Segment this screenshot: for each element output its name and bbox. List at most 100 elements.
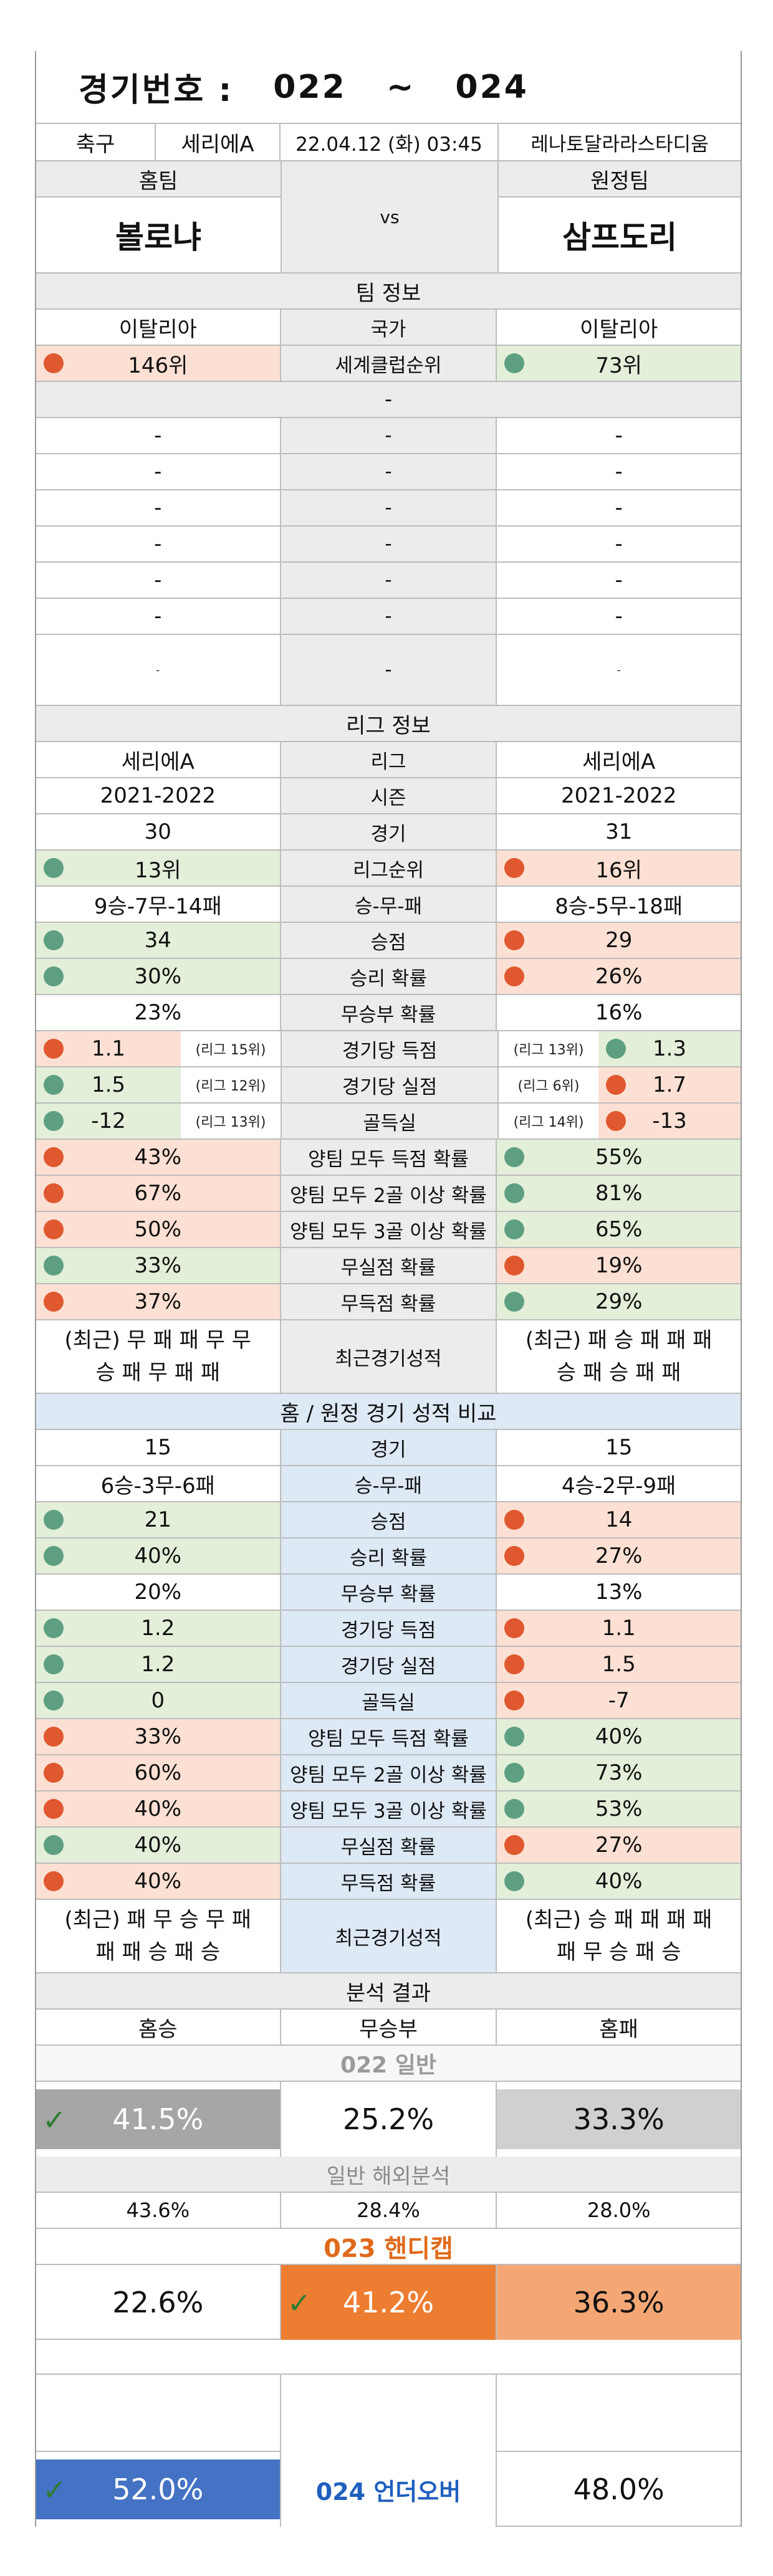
stat-row: 37% 무득점 확률 29% (36, 1284, 741, 1320)
home-recent-home-results: (최근) 패 무 승 무 패 패 패 승 패 승 (64, 1907, 252, 1965)
away-dash: - (617, 664, 621, 676)
league-recent-row: (최근) 무 패 패 무 무 승 패 무 패 패 최근경기성적 (최근) 패 승… (36, 1320, 741, 1394)
green-circle-icon (44, 1075, 64, 1095)
away-value: 16위 (595, 857, 642, 883)
team-info-blank-row: - (36, 382, 741, 418)
stat-label: 경기당 실점 (279, 1647, 497, 1682)
away-league-rank: (리그 6위) (499, 1067, 598, 1102)
home-value: 9승-7무-14패 (94, 894, 222, 919)
ranked-stat-row: 1.5 (리그 12위) 경기당 실점 (리그 6위) 1.7 (36, 1067, 741, 1104)
away-value: -13 (652, 1109, 687, 1133)
general-result-row: ✓ 41.5% 25.2% 33.3% (36, 2082, 741, 2157)
green-circle-icon (504, 1219, 525, 1239)
away-value: 55% (595, 1145, 643, 1170)
green-circle-icon (504, 1763, 525, 1783)
stat-label: 양팀 모두 2골 이상 확률 (279, 1755, 497, 1790)
away-value: 1.1 (602, 1616, 636, 1641)
green-circle-icon (44, 1111, 64, 1131)
stat-row: 1.2 경기당 득점 1.1 (36, 1611, 741, 1647)
away-value: 31 (605, 819, 633, 844)
green-circle-icon (44, 1256, 64, 1276)
away-value: 14 (605, 1507, 633, 1532)
away-value: -7 (608, 1688, 630, 1713)
over-pct: 48.0% (573, 2473, 665, 2506)
compare-recent-label: 최근경기성적 (279, 1900, 497, 1972)
checkmark-icon: ✓ (287, 2286, 312, 2320)
ranked-stat-row: 1.1 (리그 15위) 경기당 득점 (리그 13위) 1.3 (36, 1031, 741, 1067)
home-value: 23% (134, 1000, 182, 1025)
stat-label: 무득점 확률 (279, 1864, 497, 1899)
stat-label: 양팀 모두 3골 이상 확률 (279, 1212, 497, 1247)
red-circle-icon (504, 858, 525, 878)
green-circle-icon (44, 930, 64, 950)
away-dash: - (615, 495, 623, 520)
handicap-title: 023 핸디캡 (324, 2235, 453, 2263)
country-row: 이탈리아 국가 이탈리아 (36, 310, 741, 346)
home-value: -12 (91, 1109, 126, 1133)
ranked-stat-row: -12 (리그 13위) 골득실 (리그 14위) -13 (36, 1104, 741, 1140)
stat-row: 33% 무실점 확률 19% (36, 1248, 741, 1284)
dash-row: --- (36, 418, 741, 454)
home-value: 33% (134, 1253, 182, 1278)
stat-row: 세리에A 리그 세리에A (36, 742, 741, 778)
home-value: 1.2 (141, 1652, 175, 1677)
away-value: 13% (595, 1580, 643, 1605)
overseas-title-row: 일반 해외분석 (36, 2157, 741, 2193)
label-dash: - (279, 563, 497, 598)
away-value: 29 (605, 928, 633, 953)
red-circle-icon (606, 1111, 626, 1131)
green-circle-icon (44, 1510, 64, 1530)
away-value: 1.7 (652, 1072, 687, 1097)
stat-row: 9승-7무-14패 승-무-패 8승-5무-18패 (36, 887, 741, 923)
red-circle-icon (504, 930, 525, 950)
team-info-dash-rows: --------------------- (36, 418, 741, 706)
red-circle-icon (44, 1183, 64, 1203)
home-dash: - (154, 568, 162, 593)
general-title: 022 일반 (36, 2046, 741, 2081)
red-circle-icon (44, 1219, 64, 1239)
away-value: 19% (595, 1253, 643, 1278)
home-value: 40% (134, 1796, 182, 1821)
label-dash: - (279, 454, 497, 489)
stat-row: 30 경기 31 (36, 814, 741, 851)
stat-row: 20% 무승부 확률 13% (36, 1575, 741, 1611)
match-number-to: 024 (455, 68, 529, 106)
stat-label: 리그 (279, 742, 497, 777)
home-team-label: 홈팀 (36, 161, 281, 198)
overseas-draw-pct: 28.4% (279, 2193, 497, 2228)
stat-row: 33% 양팀 모두 득점 확률 40% (36, 1719, 741, 1755)
label-dash: - (279, 527, 497, 561)
away-value: 8승-5무-18패 (555, 894, 683, 919)
red-circle-icon (44, 1799, 64, 1819)
general-loss-pct: 33.3% (497, 2082, 741, 2157)
away-league-rank: (리그 14위) (499, 1104, 598, 1138)
general-draw-pct: 25.2% (279, 2082, 497, 2157)
away-value: 27% (595, 1833, 643, 1858)
stat-label: 경기당 실점 (281, 1067, 499, 1102)
country-label: 국가 (279, 310, 497, 345)
home-recent-results: (최근) 무 패 패 무 무 승 패 무 패 패 (64, 1328, 252, 1385)
green-circle-icon (44, 1691, 64, 1710)
team-info-title-row: 팀 정보 (36, 274, 741, 310)
away-dash: - (615, 532, 623, 556)
stat-label: 무실점 확률 (279, 1828, 497, 1863)
away-value: 40% (595, 1724, 643, 1749)
league-prob-rows: 43% 양팀 모두 득점 확률 55% 67% 양팀 모두 2골 이상 확률 81% 50%… (36, 1140, 741, 1320)
green-circle-icon (504, 1292, 525, 1312)
label-dash: - (279, 418, 497, 453)
league-info-rows: 세리에A 리그 세리에A 2021-2022 시즌 2021-2022 30 경기 31 13위 리… (36, 742, 741, 1031)
green-circle-icon (44, 1654, 64, 1674)
stat-row: 30% 승리 확률 26% (36, 959, 741, 995)
teams-block: 홈팀 볼로냐 vs 원정팀 삼프도리 (36, 161, 741, 272)
home-value: 2021-2022 (100, 783, 216, 808)
away-value: 26% (595, 964, 643, 989)
away-dash: - (615, 568, 623, 593)
underover-spacer-row (36, 2375, 741, 2452)
spacer-row (36, 2340, 741, 2375)
overseas-title: 일반 해외분석 (36, 2157, 741, 2192)
away-value: 73% (595, 1760, 643, 1785)
home-value: 30% (134, 964, 182, 989)
label-dash: - (279, 635, 497, 705)
home-league-rank: (리그 12위) (181, 1067, 281, 1102)
home-value: 6승-3무-6패 (100, 1473, 215, 1499)
